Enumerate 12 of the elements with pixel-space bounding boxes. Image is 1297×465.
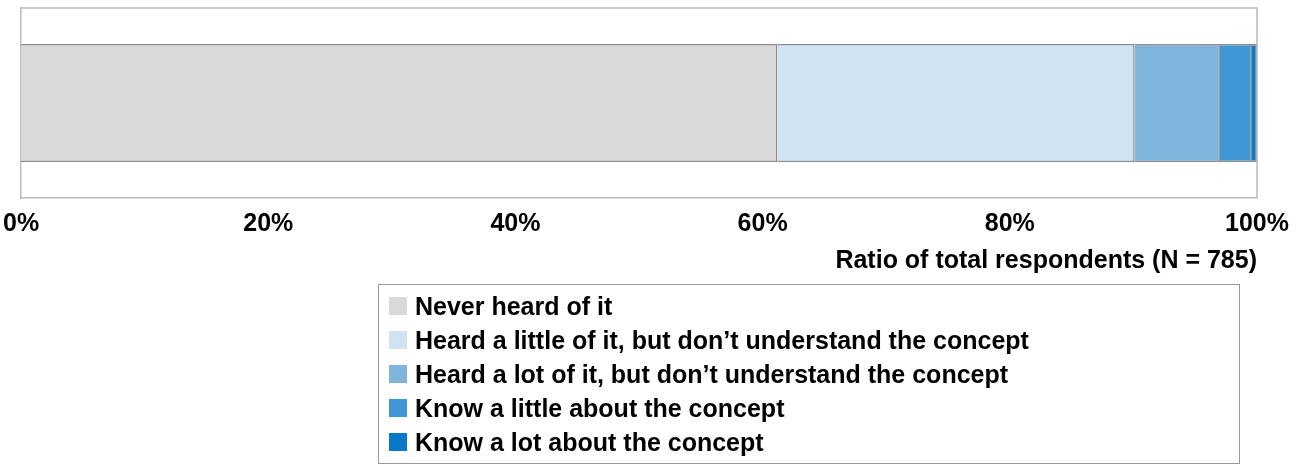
x-axis-title: Ratio of total respondents (N = 785) <box>835 244 1257 273</box>
legend-label: Know a lot about the concept <box>414 426 765 458</box>
legend-label: Heard a little of it, but don’t understand the concept <box>414 324 1030 356</box>
x-tick-label: 60% <box>737 207 788 236</box>
x-tick-label: 80% <box>984 207 1035 236</box>
x-tick-label: 0% <box>3 207 40 236</box>
x-tick-label: 100% <box>1225 207 1289 236</box>
legend-label: Know a little about the concept <box>414 392 786 424</box>
legend-label: Never heard of it <box>414 290 614 322</box>
x-tick-label: 20% <box>243 207 294 236</box>
legend-label: Heard a lot of it, but don’t understand the concept <box>414 358 1010 390</box>
x-tick-label: 40% <box>490 207 541 236</box>
